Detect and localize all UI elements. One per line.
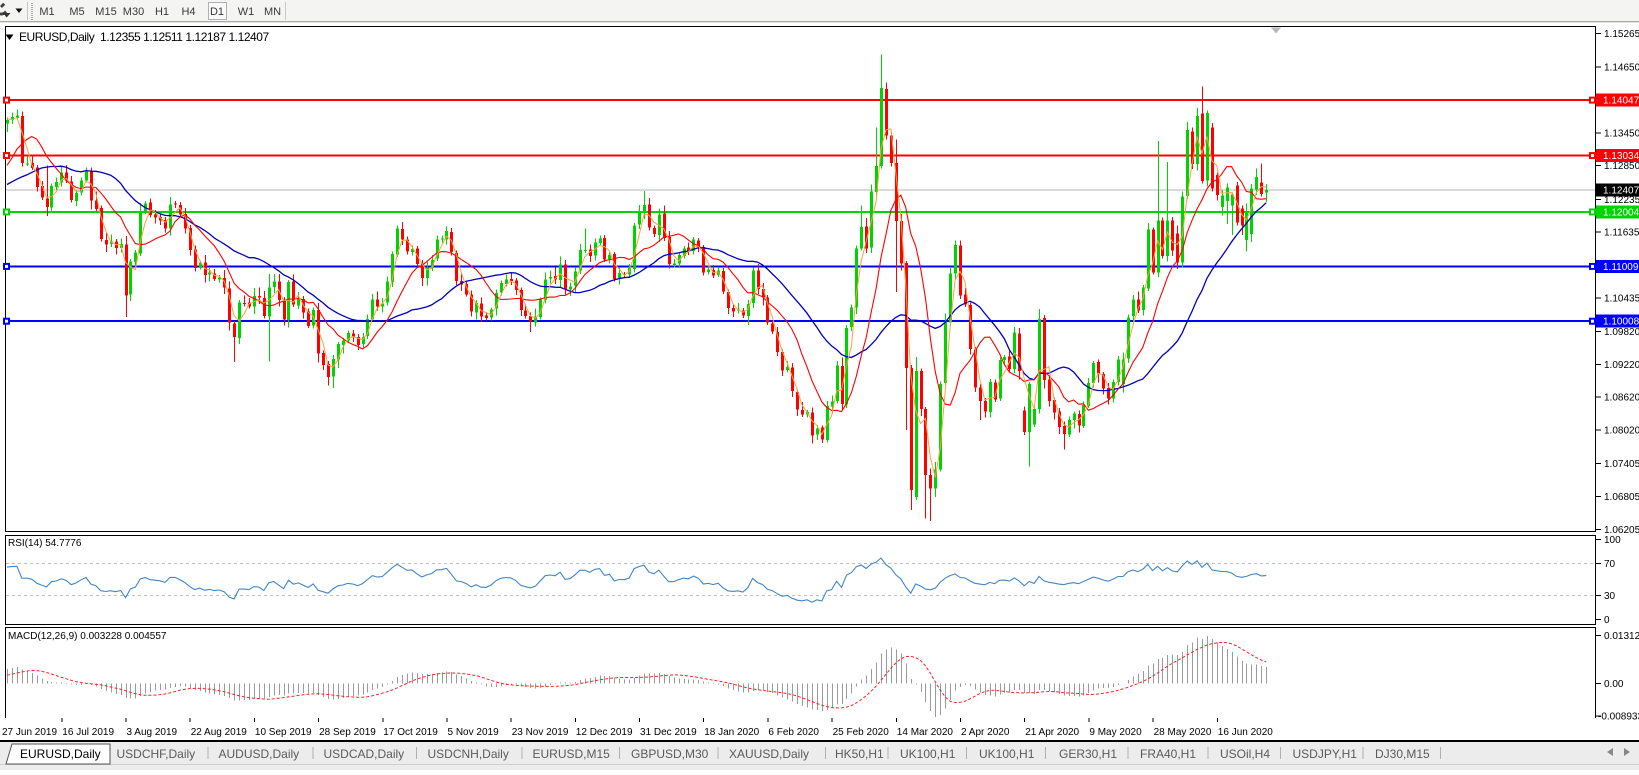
svg-text:GBPUSD,M30: GBPUSD,M30 [631,747,709,761]
svg-text:H4: H4 [181,6,195,18]
svg-text:USDJPY,H1: USDJPY,H1 [1293,747,1358,761]
svg-text:1.12004: 1.12004 [1603,207,1639,218]
svg-text:12 Dec 2019: 12 Dec 2019 [576,727,633,738]
svg-text:23 Nov 2019: 23 Nov 2019 [512,727,569,738]
svg-text:25 Feb 2020: 25 Feb 2020 [833,727,890,738]
svg-text:GER30,H1: GER30,H1 [1059,747,1117,761]
svg-text:EURUSD,M15: EURUSD,M15 [533,747,611,761]
svg-text:USDCHF,Daily: USDCHF,Daily [117,747,196,761]
svg-text:AUDUSD,Daily: AUDUSD,Daily [219,747,300,761]
svg-text:1.07405: 1.07405 [1604,459,1639,470]
svg-text:W1: W1 [238,6,255,18]
svg-text:14 Mar 2020: 14 Mar 2020 [897,727,954,738]
svg-text:0.013121: 0.013121 [1604,631,1639,642]
svg-text:UK100,H1: UK100,H1 [900,747,956,761]
svg-text:1.08620: 1.08620 [1604,393,1639,404]
svg-text:M1: M1 [39,6,54,18]
svg-text:100: 100 [1604,535,1621,546]
svg-text:5 Nov 2019: 5 Nov 2019 [448,727,500,738]
svg-text:H1: H1 [155,6,169,18]
svg-text:MACD(12,26,9) 0.003228 0.00455: MACD(12,26,9) 0.003228 0.004557 [8,631,167,642]
svg-text:1.10008: 1.10008 [1603,317,1639,328]
svg-text:1.14650: 1.14650 [1604,63,1639,74]
svg-text:1.15265: 1.15265 [1604,29,1639,40]
svg-text:10 Sep 2019: 10 Sep 2019 [255,727,312,738]
svg-text:1.09220: 1.09220 [1604,360,1639,371]
svg-text:M5: M5 [69,6,84,18]
svg-text:21 Apr 2020: 21 Apr 2020 [1025,727,1079,738]
svg-text:1.12235: 1.12235 [1604,195,1639,206]
svg-text:1.14047: 1.14047 [1603,96,1639,107]
svg-text:M15: M15 [95,6,116,18]
svg-text:28 May 2020: 28 May 2020 [1154,727,1212,738]
svg-text:31 Dec 2019: 31 Dec 2019 [640,727,697,738]
svg-text:0: 0 [1604,615,1610,626]
svg-text:16 Jun 2020: 16 Jun 2020 [1218,727,1273,738]
svg-text:1.13034: 1.13034 [1603,151,1639,162]
svg-text:UK100,H1: UK100,H1 [979,747,1035,761]
svg-text:9 May 2020: 9 May 2020 [1089,727,1142,738]
svg-text:27 Jun 2019: 27 Jun 2019 [2,727,57,738]
svg-text:XAUUSD,Daily: XAUUSD,Daily [729,747,809,761]
svg-text:HK50,H1: HK50,H1 [835,747,884,761]
svg-text:70: 70 [1604,559,1616,570]
svg-text:M30: M30 [123,6,144,18]
svg-text:D1: D1 [210,6,224,18]
svg-text:3 Aug 2019: 3 Aug 2019 [127,727,178,738]
svg-text:6 Feb 2020: 6 Feb 2020 [768,727,819,738]
svg-text:MN: MN [264,6,281,18]
svg-text:RSI(14) 54.7776: RSI(14) 54.7776 [8,538,82,549]
svg-text:-0.008933: -0.008933 [1598,711,1639,722]
svg-text:1.08020: 1.08020 [1604,426,1639,437]
svg-text:2 Apr 2020: 2 Apr 2020 [961,727,1010,738]
svg-text:1.11635: 1.11635 [1604,228,1639,239]
svg-text:DJ30,M15: DJ30,M15 [1375,747,1430,761]
svg-text:1.13450: 1.13450 [1604,128,1639,139]
svg-text:EURUSD,Daily 1.12355 1.12511: EURUSD,Daily 1.12355 1.12511 1.12187 1.1… [19,30,269,44]
svg-text:1.09820: 1.09820 [1604,327,1639,338]
svg-text:0.00: 0.00 [1604,679,1624,690]
svg-text:USDCAD,Daily: USDCAD,Daily [324,747,405,761]
svg-text:1.11009: 1.11009 [1603,262,1639,273]
svg-text:16 Jul 2019: 16 Jul 2019 [62,727,114,738]
svg-text:1.10435: 1.10435 [1604,293,1639,304]
svg-text:18 Jan 2020: 18 Jan 2020 [704,727,759,738]
svg-text:1.06805: 1.06805 [1604,492,1639,503]
svg-text:17 Oct 2019: 17 Oct 2019 [383,727,438,738]
svg-text:30: 30 [1604,591,1616,602]
svg-text:USOil,H4: USOil,H4 [1220,747,1270,761]
svg-text:EURUSD,Daily: EURUSD,Daily [20,747,101,761]
svg-text:22 Aug 2019: 22 Aug 2019 [191,727,248,738]
svg-text:1.12407: 1.12407 [1603,185,1639,196]
svg-text:1.12850: 1.12850 [1604,161,1639,172]
svg-text:28 Sep 2019: 28 Sep 2019 [319,727,376,738]
svg-text:FRA40,H1: FRA40,H1 [1140,747,1196,761]
svg-text:USDCNH,Daily: USDCNH,Daily [428,747,509,761]
